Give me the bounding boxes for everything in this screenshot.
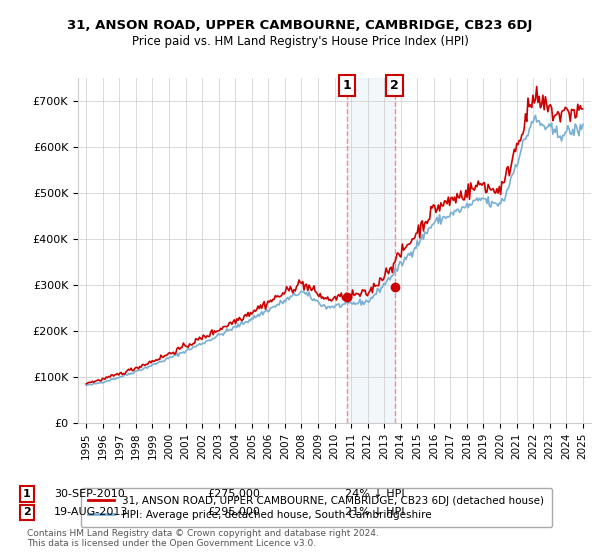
Text: Price paid vs. HM Land Registry's House Price Index (HPI): Price paid vs. HM Land Registry's House … [131,35,469,49]
Text: 21% ↓ HPI: 21% ↓ HPI [345,507,404,517]
Text: 2: 2 [23,507,31,517]
Legend: 31, ANSON ROAD, UPPER CAMBOURNE, CAMBRIDGE, CB23 6DJ (detached house), HPI: Aver: 31, ANSON ROAD, UPPER CAMBOURNE, CAMBRID… [80,488,551,527]
Text: £275,000: £275,000 [207,489,260,499]
Text: 2: 2 [390,79,399,92]
Text: 24% ↓ HPI: 24% ↓ HPI [345,489,404,499]
Text: £295,000: £295,000 [207,507,260,517]
Text: 31, ANSON ROAD, UPPER CAMBOURNE, CAMBRIDGE, CB23 6DJ: 31, ANSON ROAD, UPPER CAMBOURNE, CAMBRID… [67,18,533,32]
Bar [347,78,395,423]
Text: 1: 1 [23,489,31,499]
Text: Contains HM Land Registry data © Crown copyright and database right 2024.
This d: Contains HM Land Registry data © Crown c… [27,529,379,548]
Text: 30-SEP-2010: 30-SEP-2010 [54,489,125,499]
Text: 1: 1 [343,79,351,92]
Text: 19-AUG-2013: 19-AUG-2013 [54,507,128,517]
